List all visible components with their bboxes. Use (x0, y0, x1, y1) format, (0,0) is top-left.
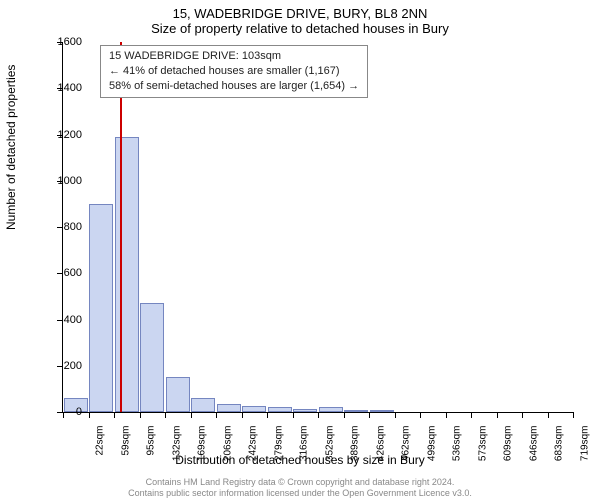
x-tick-label: 22sqm (95, 426, 106, 466)
x-tick-label: 242sqm (248, 426, 259, 466)
x-tick-label: 206sqm (222, 426, 233, 466)
x-tick-label: 389sqm (350, 426, 361, 466)
histogram-bar (344, 410, 368, 412)
x-tick-label: 169sqm (197, 426, 208, 466)
x-tick (420, 412, 421, 418)
histogram-bar (89, 204, 113, 412)
y-tick (57, 320, 63, 321)
x-tick (318, 412, 319, 418)
x-tick (140, 412, 141, 418)
x-tick (242, 412, 243, 418)
y-tick (57, 366, 63, 367)
x-tick-label: 95sqm (146, 426, 157, 466)
x-tick-label: 279sqm (273, 426, 284, 466)
y-tick-label: 400 (64, 314, 82, 326)
histogram-bar (370, 410, 394, 412)
histogram-bar (242, 406, 266, 412)
x-tick (216, 412, 217, 418)
x-tick (548, 412, 549, 418)
x-tick-label: 499sqm (426, 426, 437, 466)
chart-subtitle: Size of property relative to detached ho… (0, 21, 600, 36)
y-tick-label: 800 (64, 221, 82, 233)
x-tick-label: 573sqm (477, 426, 488, 466)
plot-area (62, 42, 573, 413)
x-tick-label: 352sqm (324, 426, 335, 466)
x-tick-label: 536sqm (452, 426, 463, 466)
y-tick (57, 227, 63, 228)
histogram-bar (293, 409, 317, 412)
x-tick (63, 412, 64, 418)
x-tick (267, 412, 268, 418)
chart-container: 15, WADEBRIDGE DRIVE, BURY, BL8 2NN Size… (0, 0, 600, 500)
info-box: 15 WADEBRIDGE DRIVE: 103sqm ← 41% of det… (100, 45, 368, 98)
x-tick (191, 412, 192, 418)
x-tick (165, 412, 166, 418)
x-tick-label: 719sqm (579, 426, 590, 466)
histogram-bar (268, 407, 292, 412)
footnote-line-1: Contains HM Land Registry data © Crown c… (0, 477, 600, 487)
x-tick-label: 609sqm (503, 426, 514, 466)
x-tick-label: 59sqm (120, 426, 131, 466)
page-title: 15, WADEBRIDGE DRIVE, BURY, BL8 2NN (0, 0, 600, 21)
info-line-2: ← 41% of detached houses are smaller (1,… (109, 64, 359, 79)
y-tick-label: 0 (76, 406, 82, 418)
y-tick-label: 600 (64, 267, 82, 279)
footnote: Contains HM Land Registry data © Crown c… (0, 477, 600, 498)
y-tick-label: 1400 (58, 82, 82, 94)
x-tick (471, 412, 472, 418)
y-tick-label: 1600 (58, 36, 82, 48)
x-tick-label: 316sqm (299, 426, 310, 466)
x-tick-label: 462sqm (401, 426, 412, 466)
info-line-3: 58% of semi-detached houses are larger (… (109, 79, 359, 94)
histogram-bar (217, 404, 241, 412)
x-tick (522, 412, 523, 418)
x-tick (293, 412, 294, 418)
footnote-line-2: Contains public sector information licen… (0, 488, 600, 498)
histogram-bar (319, 407, 343, 412)
x-tick-label: 132sqm (171, 426, 182, 466)
x-tick (573, 412, 574, 418)
y-tick-label: 1200 (58, 129, 82, 141)
histogram-bar (115, 137, 139, 412)
x-tick (395, 412, 396, 418)
info-line-1: 15 WADEBRIDGE DRIVE: 103sqm (109, 49, 359, 64)
histogram-bar (191, 398, 215, 412)
x-tick-label: 646sqm (528, 426, 539, 466)
x-tick (89, 412, 90, 418)
y-axis-label: Number of detached properties (4, 65, 18, 230)
x-tick-label: 683sqm (554, 426, 565, 466)
x-tick (344, 412, 345, 418)
y-tick-label: 1000 (58, 175, 82, 187)
histogram-bar (140, 303, 164, 412)
histogram-bar (166, 377, 190, 412)
x-tick (497, 412, 498, 418)
x-tick (114, 412, 115, 418)
x-tick (446, 412, 447, 418)
x-tick (369, 412, 370, 418)
y-tick (57, 273, 63, 274)
x-tick-label: 426sqm (375, 426, 386, 466)
y-tick-label: 200 (64, 360, 82, 372)
